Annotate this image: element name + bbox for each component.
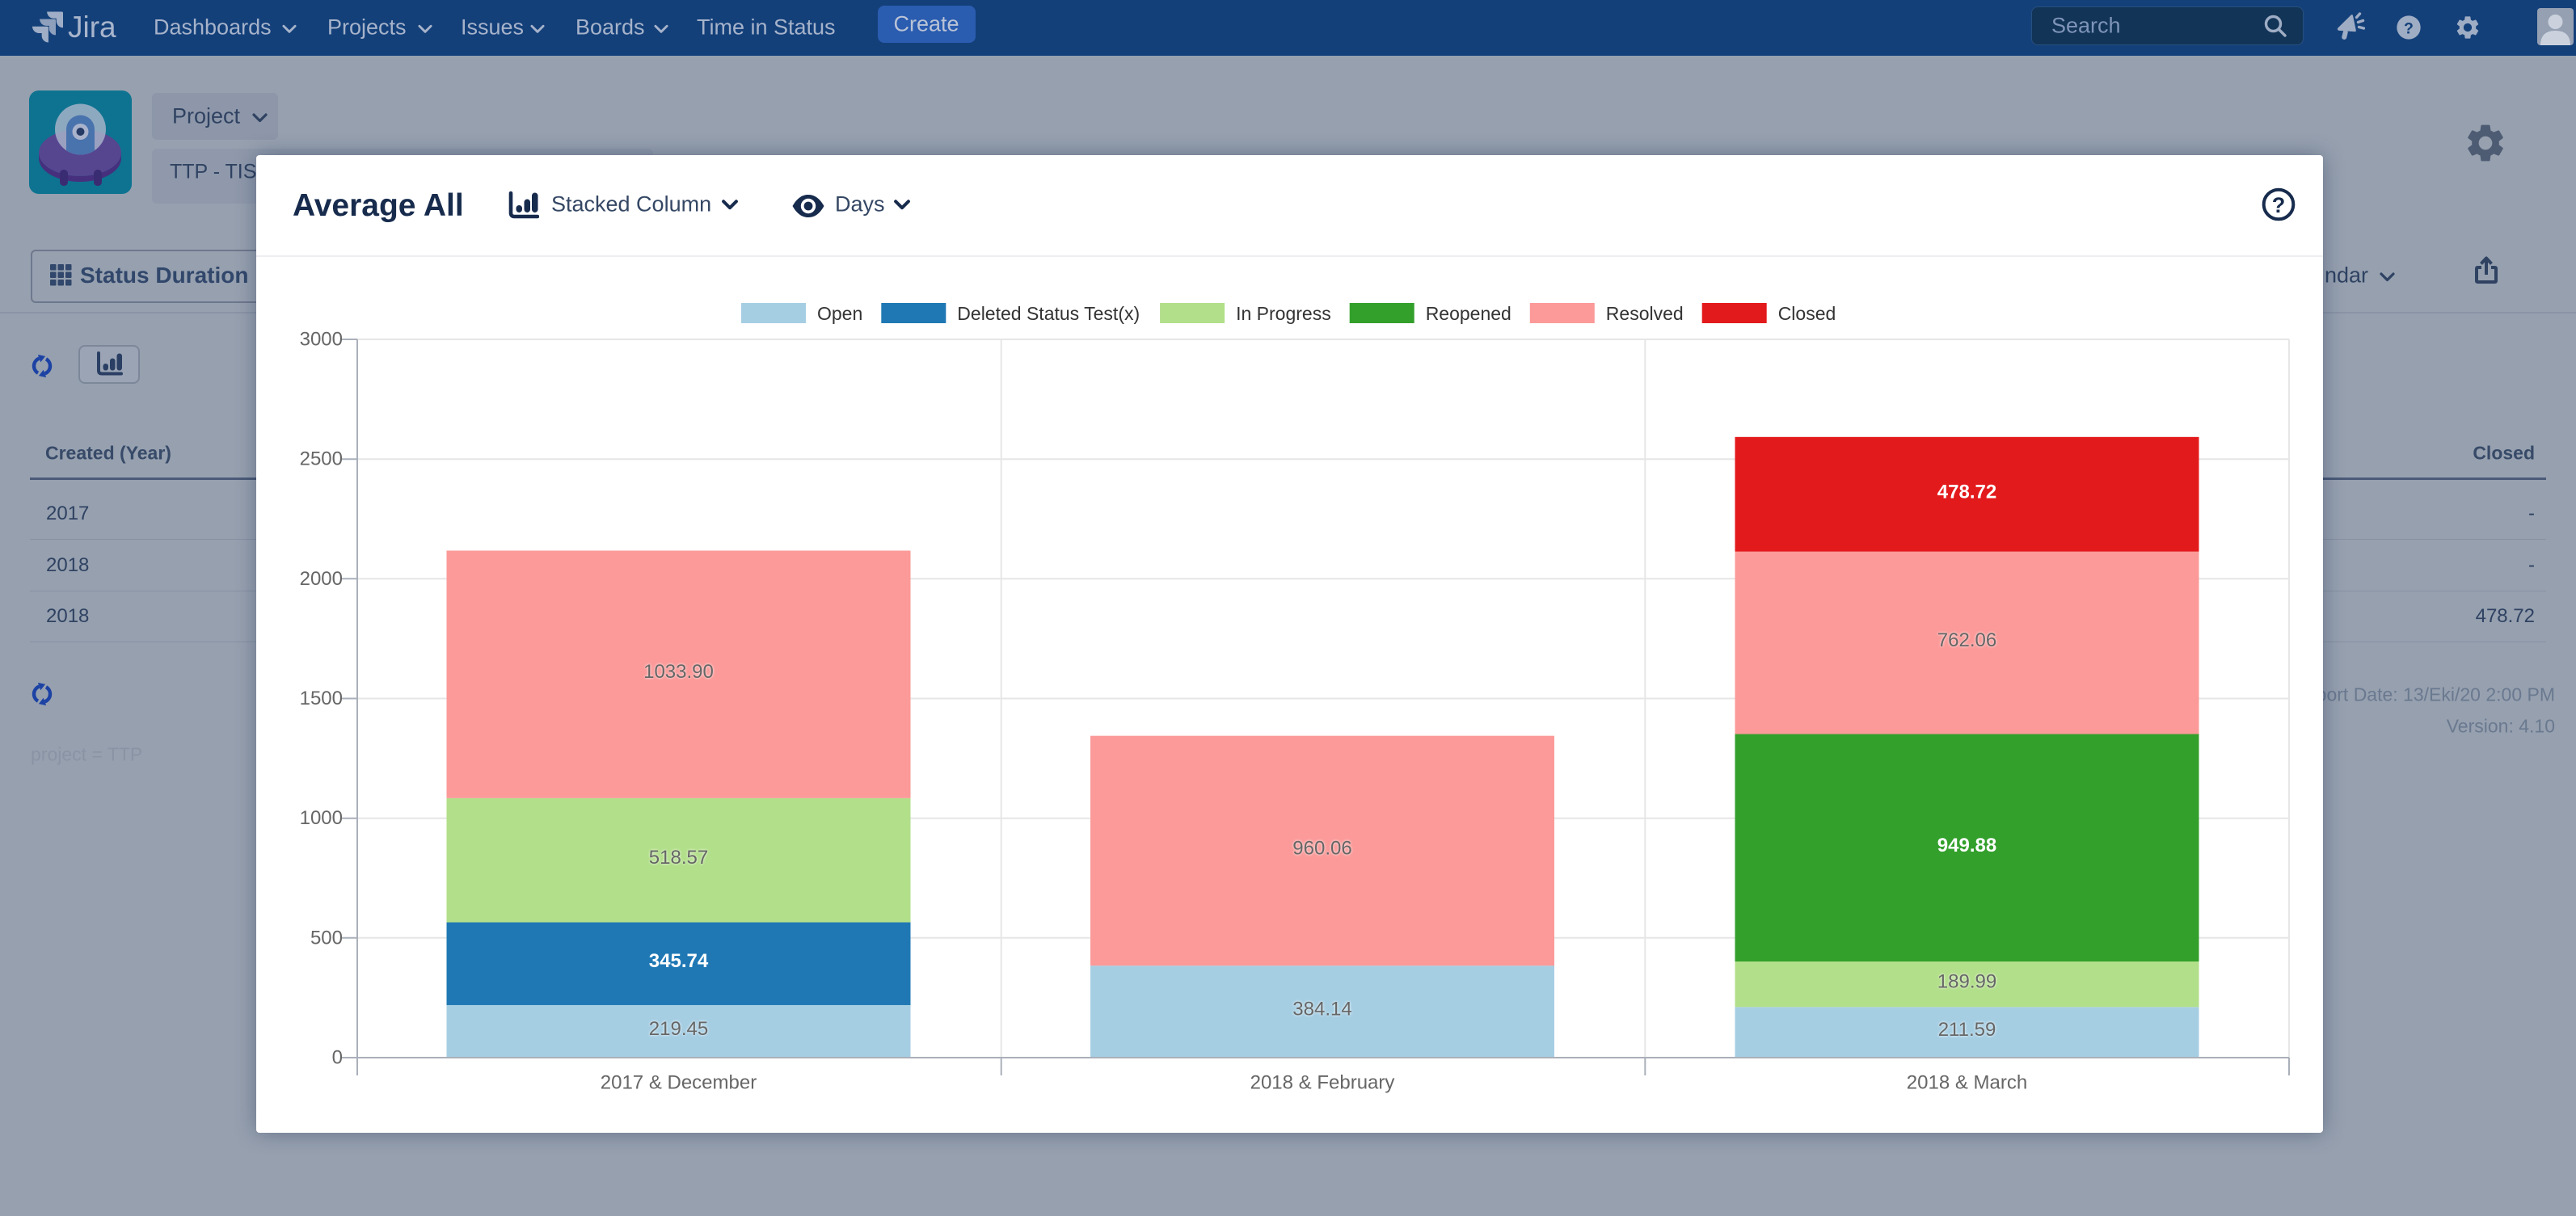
svg-text:?: ? bbox=[2272, 193, 2286, 217]
svg-text:?: ? bbox=[2404, 19, 2414, 37]
svg-text:1000: 1000 bbox=[300, 807, 343, 829]
svg-text:Resolved: Resolved bbox=[1606, 303, 1684, 324]
svg-text:3000: 3000 bbox=[300, 329, 343, 351]
svg-text:219.45: 219.45 bbox=[649, 1018, 708, 1040]
svg-text:518.57: 518.57 bbox=[649, 847, 708, 869]
svg-text:0: 0 bbox=[332, 1047, 343, 1069]
svg-text:2018 & March: 2018 & March bbox=[1907, 1072, 2027, 1094]
svg-text:211.59: 211.59 bbox=[1938, 1019, 1996, 1041]
svg-text:500: 500 bbox=[310, 927, 343, 949]
svg-text:960.06: 960.06 bbox=[1292, 837, 1351, 859]
svg-text:2017 & December: 2017 & December bbox=[601, 1072, 757, 1094]
svg-text:Deleted Status Test(x): Deleted Status Test(x) bbox=[957, 303, 1140, 324]
svg-text:949.88: 949.88 bbox=[1937, 835, 1996, 856]
svg-text:Reopened: Reopened bbox=[1426, 303, 1511, 324]
svg-text:1500: 1500 bbox=[300, 688, 343, 709]
svg-text:384.14: 384.14 bbox=[1292, 999, 1351, 1020]
svg-text:In Progress: In Progress bbox=[1236, 303, 1331, 324]
svg-text:345.74: 345.74 bbox=[649, 950, 709, 972]
svg-text:Closed: Closed bbox=[1778, 303, 1836, 324]
svg-text:189.99: 189.99 bbox=[1937, 971, 1996, 993]
svg-text:Open: Open bbox=[817, 303, 862, 324]
svg-text:478.72: 478.72 bbox=[1937, 481, 1996, 503]
svg-text:2000: 2000 bbox=[300, 568, 343, 590]
svg-text:762.06: 762.06 bbox=[1937, 629, 1996, 651]
svg-text:2500: 2500 bbox=[300, 448, 343, 470]
svg-text:2018 & February: 2018 & February bbox=[1250, 1072, 1395, 1094]
svg-text:1033.90: 1033.90 bbox=[643, 661, 714, 683]
